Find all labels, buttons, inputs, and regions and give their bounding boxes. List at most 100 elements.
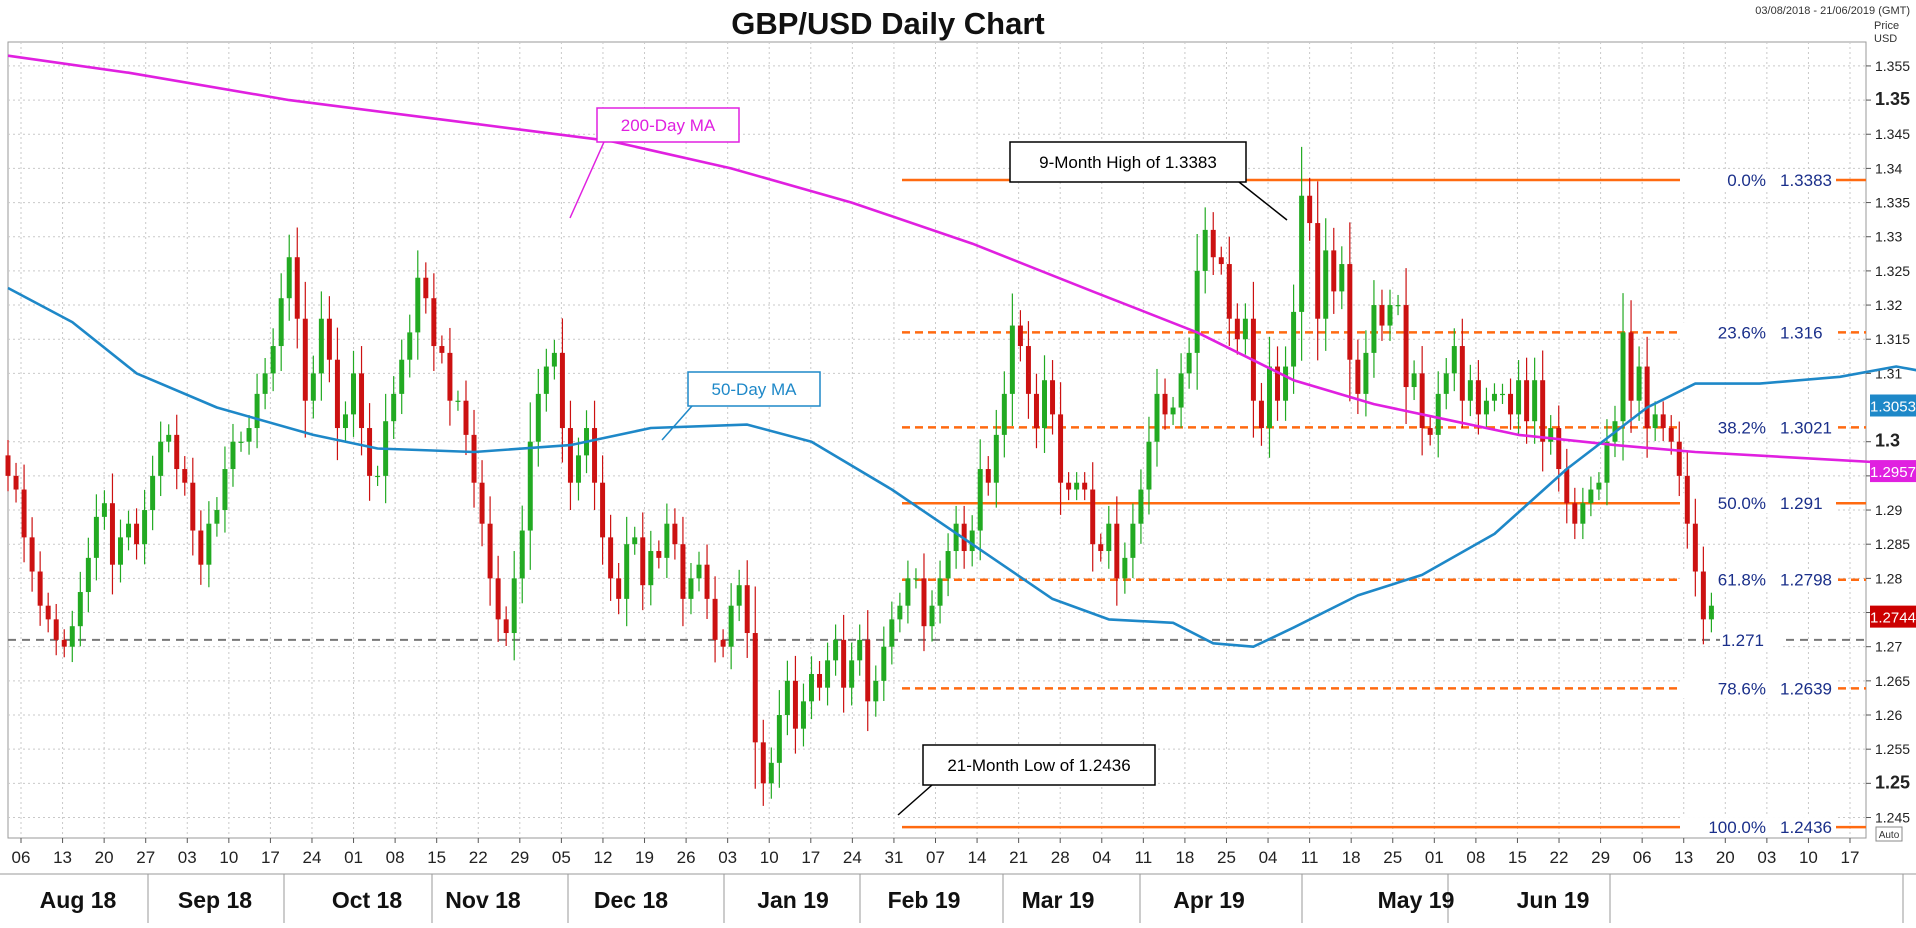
- candle-body: [1106, 523, 1112, 552]
- callout-text: 200-Day MA: [621, 116, 716, 135]
- x-tick-label: 01: [1425, 848, 1444, 867]
- x-tick-label: 04: [1092, 848, 1111, 867]
- price-tag: [1870, 605, 1916, 628]
- y-tick-label: 1.315: [1875, 331, 1910, 347]
- x-tick-label: 19: [635, 848, 654, 867]
- candle-body: [342, 414, 348, 429]
- candle-body: [833, 639, 839, 661]
- date-range-label: 03/08/2018 - 21/06/2019 (GMT): [1755, 5, 1910, 17]
- fib-label-bg: [1680, 417, 1836, 438]
- y-tick-label: 1.335: [1875, 195, 1910, 211]
- ma50-line: [7, 286, 1916, 648]
- candle-body: [608, 537, 614, 579]
- fib-level-percent: 38.2%: [1718, 418, 1766, 437]
- y-tick-label: 1.32: [1875, 297, 1902, 313]
- candle-body: [1299, 195, 1305, 312]
- y-tick-label: 1.255: [1875, 741, 1910, 757]
- candle-body: [1411, 373, 1417, 388]
- x-tick-label: 06: [1633, 848, 1652, 867]
- candle-body: [873, 680, 879, 702]
- candle-body: [1194, 270, 1200, 353]
- candle-body: [1475, 380, 1481, 415]
- candle-body: [166, 434, 172, 442]
- y-tick-label: 1.33: [1875, 229, 1902, 245]
- fib-level-value: 1.2436: [1780, 818, 1832, 837]
- candle-body: [1226, 264, 1232, 319]
- candle-body: [471, 434, 477, 483]
- candle-body: [1684, 475, 1690, 524]
- candle-body: [728, 605, 734, 647]
- candle-body: [126, 523, 132, 538]
- candle-body: [85, 557, 91, 593]
- candle-body: [198, 530, 204, 565]
- candle-body: [439, 346, 445, 353]
- price-tag: [1870, 460, 1916, 483]
- candle-body: [1556, 428, 1562, 470]
- candle-body: [174, 434, 180, 470]
- candle-body: [592, 428, 598, 483]
- month-label: Oct 18: [332, 887, 403, 913]
- candle-body: [696, 564, 702, 579]
- candle-body: [222, 469, 228, 511]
- candle-body: [1347, 264, 1353, 360]
- candle-body: [1058, 414, 1064, 483]
- candle-body: [431, 298, 437, 347]
- candle-body: [1154, 393, 1160, 442]
- candle-body: [1491, 393, 1497, 401]
- x-tick-label: 10: [219, 848, 238, 867]
- candle-body: [495, 578, 501, 620]
- y-tick-label: 1.25: [1875, 772, 1910, 792]
- x-tick-label: 20: [1716, 848, 1735, 867]
- candle-body: [993, 434, 999, 483]
- candle-body: [294, 257, 300, 319]
- candle-body: [5, 455, 11, 476]
- candle-body: [688, 578, 694, 599]
- callout-leader: [1238, 181, 1288, 221]
- candle-body: [1291, 311, 1297, 367]
- fib-label-bg: [1680, 678, 1836, 699]
- candle-body: [1620, 332, 1626, 422]
- fib-level-value: 1.2639: [1780, 679, 1832, 698]
- candle-body: [1540, 380, 1546, 442]
- candle-body: [511, 578, 517, 634]
- fib-level-percent: 23.6%: [1718, 323, 1766, 342]
- candle-body: [519, 530, 525, 579]
- x-tick-label: 14: [968, 848, 987, 867]
- candle-body: [1467, 380, 1473, 401]
- candle-body: [752, 633, 758, 743]
- candle-body: [101, 503, 107, 517]
- candle-body: [648, 551, 654, 586]
- candle-body: [351, 373, 356, 415]
- candle-body: [736, 585, 742, 606]
- support-line-label: 1.271: [1721, 631, 1764, 650]
- candle-body: [407, 332, 413, 360]
- candle-body: [1098, 544, 1104, 552]
- candle-body: [768, 762, 774, 784]
- candle-body: [415, 277, 421, 333]
- candle-body: [1628, 332, 1634, 401]
- callout-box: [596, 107, 740, 143]
- x-tick-label: 13: [53, 848, 72, 867]
- candle-body: [1435, 393, 1441, 435]
- candle-body: [776, 715, 782, 763]
- candle-body: [1090, 489, 1096, 545]
- y-tick-label: 1.285: [1875, 536, 1910, 552]
- candle-body: [278, 298, 284, 347]
- candle-body: [1001, 393, 1007, 435]
- x-tick-label: 18: [1342, 848, 1361, 867]
- candle-body: [1652, 414, 1658, 429]
- candle-body: [640, 537, 646, 586]
- x-tick-label: 03: [1757, 848, 1776, 867]
- candle-body: [1178, 373, 1184, 408]
- x-tick-label: 06: [12, 848, 31, 867]
- price-tag: [1870, 394, 1916, 417]
- candle-body: [1668, 428, 1674, 442]
- candle-body: [391, 393, 397, 422]
- callout-box: [687, 371, 821, 407]
- y-tick-label: 1.245: [1875, 810, 1910, 826]
- candle-body: [1363, 352, 1369, 394]
- candle-body: [487, 523, 493, 579]
- candle-body: [1604, 441, 1610, 483]
- candle-body: [1451, 346, 1457, 374]
